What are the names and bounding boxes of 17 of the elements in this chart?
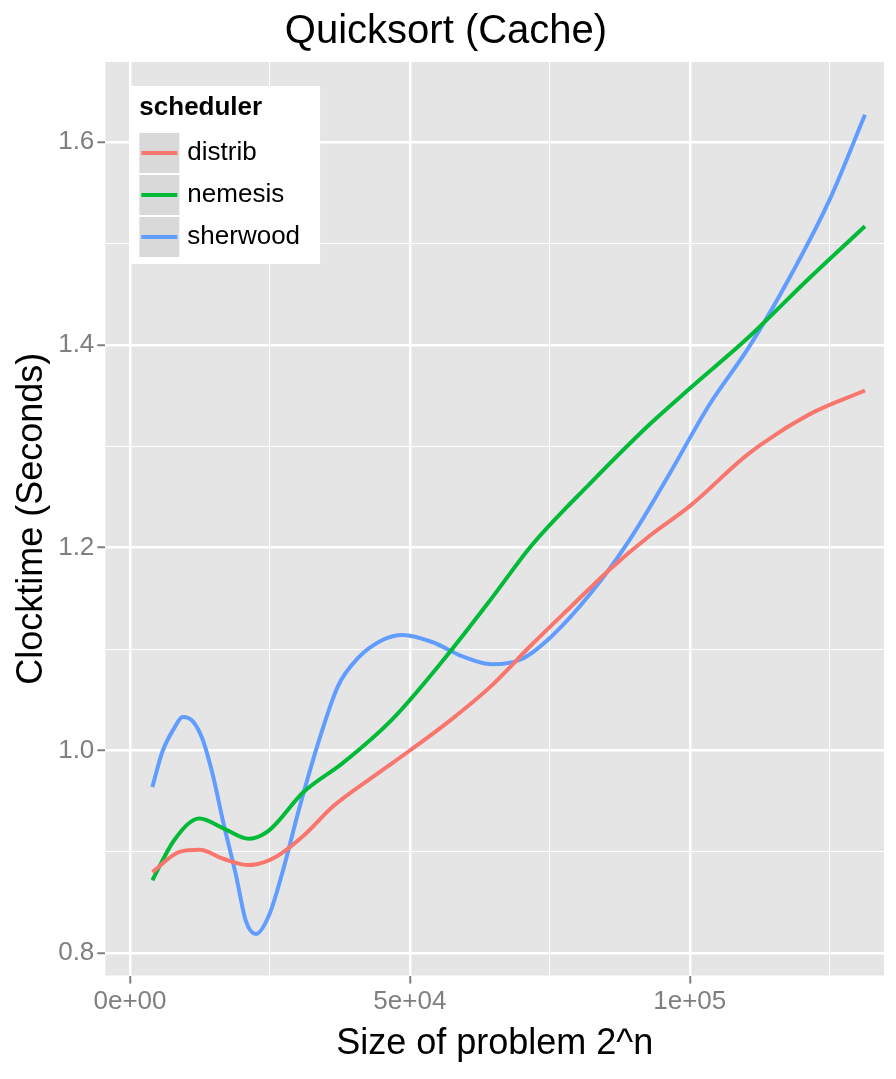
x-tick-label: 0e+00 <box>93 985 167 1016</box>
x-tick-label: 5e+04 <box>373 985 447 1016</box>
line-series <box>150 388 867 875</box>
legend-label: sherwood <box>187 220 301 251</box>
line-series <box>150 224 867 883</box>
x-axis-title: Size of problem 2^n <box>336 1021 654 1063</box>
chart-title: Quicksort (Cache) <box>284 7 608 52</box>
legend-label: distrib <box>187 136 257 167</box>
legend-title: scheduler <box>139 91 263 122</box>
y-tick-label: 1.2 <box>58 530 95 561</box>
y-tick-label: 1.0 <box>58 733 95 764</box>
x-tick-label: 1e+05 <box>653 985 727 1016</box>
y-tick-label: 0.8 <box>58 936 95 967</box>
y-tick-label: 1.4 <box>58 328 95 359</box>
y-axis-title: Clocktime (Seconds) <box>8 352 50 685</box>
legend-label: nemesis <box>187 178 285 209</box>
y-tick-label: 1.6 <box>58 125 95 156</box>
